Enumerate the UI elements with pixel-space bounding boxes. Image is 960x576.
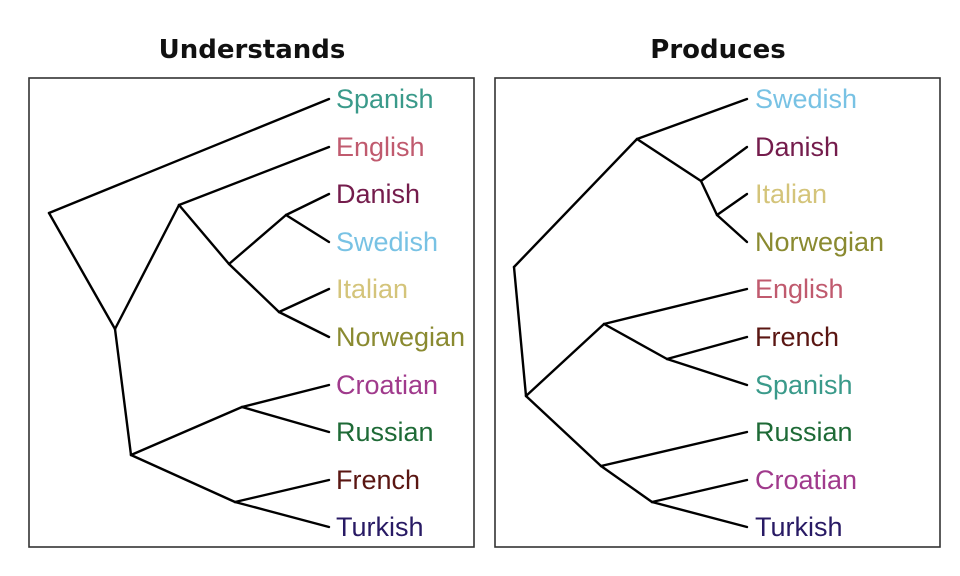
- panel-title-produces: Produces: [650, 35, 785, 65]
- leaf-labels-produces: Swedish Danish Italian Norwegian English…: [755, 84, 884, 542]
- branch: [284, 213, 331, 244]
- branch: [177, 145, 331, 207]
- branch: [602, 322, 669, 361]
- branch: [650, 500, 749, 529]
- tree-understands: [47, 97, 331, 529]
- branch: [233, 478, 331, 504]
- branch: [240, 405, 331, 434]
- branch: [699, 179, 719, 217]
- leaf-label-swedish: Swedish: [755, 84, 857, 114]
- leaf-label-russian: Russian: [336, 417, 434, 447]
- panel-produces: Produces Swedish Danish Italian: [494, 35, 941, 548]
- branch: [47, 97, 331, 215]
- panel-frame-understands: [28, 77, 475, 548]
- leaf-label-norwegian: Norwegian: [336, 322, 465, 352]
- leaf-label-turkish: Turkish: [336, 512, 424, 542]
- branch: [129, 405, 244, 457]
- leaf-label-spanish: Spanish: [336, 84, 434, 114]
- leaf-label-spanish: Spanish: [755, 370, 853, 400]
- leaf-label-english: English: [755, 274, 844, 304]
- leaf-label-norwegian: Norwegian: [755, 227, 884, 257]
- leaf-label-italian: Italian: [336, 274, 408, 304]
- branch: [113, 327, 133, 457]
- branch: [635, 97, 749, 141]
- branch: [665, 335, 749, 361]
- leaf-label-italian: Italian: [755, 179, 827, 209]
- branch: [512, 137, 639, 269]
- branch: [665, 357, 749, 387]
- panel-title-understands: Understands: [159, 35, 346, 65]
- branch: [177, 203, 231, 266]
- branch: [715, 213, 749, 244]
- branch: [277, 310, 331, 339]
- branch: [512, 265, 528, 398]
- branch: [524, 394, 603, 468]
- panel-frame-produces: [494, 77, 941, 548]
- branch: [715, 192, 749, 217]
- branch: [599, 464, 654, 504]
- branch: [47, 211, 117, 331]
- branch: [227, 213, 288, 266]
- leaf-label-swedish: Swedish: [336, 227, 438, 257]
- branch: [602, 287, 749, 326]
- branch: [635, 137, 703, 183]
- branch: [599, 430, 749, 468]
- branch: [113, 203, 181, 331]
- leaf-label-danish: Danish: [755, 132, 839, 162]
- leaf-label-turkish: Turkish: [755, 512, 843, 542]
- branch: [240, 383, 331, 409]
- tree-produces: [512, 97, 749, 529]
- leaf-labels-understands: Spanish English Danish Swedish Italian N…: [336, 84, 465, 542]
- panel-understands: Understands Spanish English Danish: [28, 35, 475, 548]
- branch: [227, 262, 281, 314]
- branch: [524, 322, 606, 398]
- leaf-label-croatian: Croatian: [755, 465, 857, 495]
- leaf-label-danish: Danish: [336, 179, 420, 209]
- branch: [650, 478, 749, 504]
- branch: [233, 500, 331, 529]
- leaf-label-french: French: [755, 322, 839, 352]
- leaf-label-croatian: Croatian: [336, 370, 438, 400]
- leaf-label-russian: Russian: [755, 417, 853, 447]
- branch: [129, 453, 237, 504]
- branch: [699, 145, 749, 183]
- leaf-label-french: French: [336, 465, 420, 495]
- branch: [284, 192, 331, 217]
- leaf-label-english: English: [336, 132, 425, 162]
- branch: [277, 287, 331, 314]
